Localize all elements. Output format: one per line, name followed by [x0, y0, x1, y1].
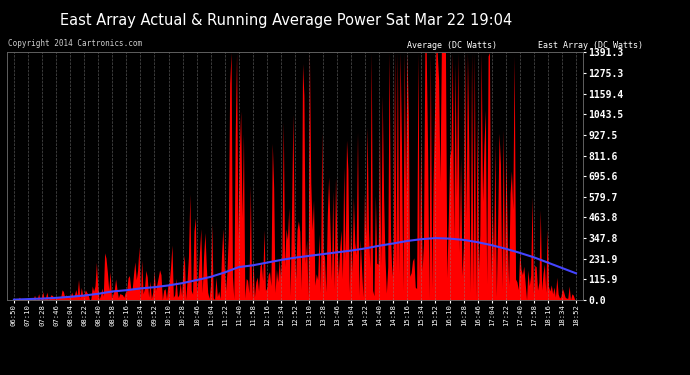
Text: Copyright 2014 Cartronics.com: Copyright 2014 Cartronics.com	[8, 39, 142, 48]
Text: East Array (DC Watts): East Array (DC Watts)	[538, 41, 643, 50]
Text: Average (DC Watts): Average (DC Watts)	[407, 41, 497, 50]
Text: East Array Actual & Running Average Power Sat Mar 22 19:04: East Array Actual & Running Average Powe…	[60, 13, 513, 28]
